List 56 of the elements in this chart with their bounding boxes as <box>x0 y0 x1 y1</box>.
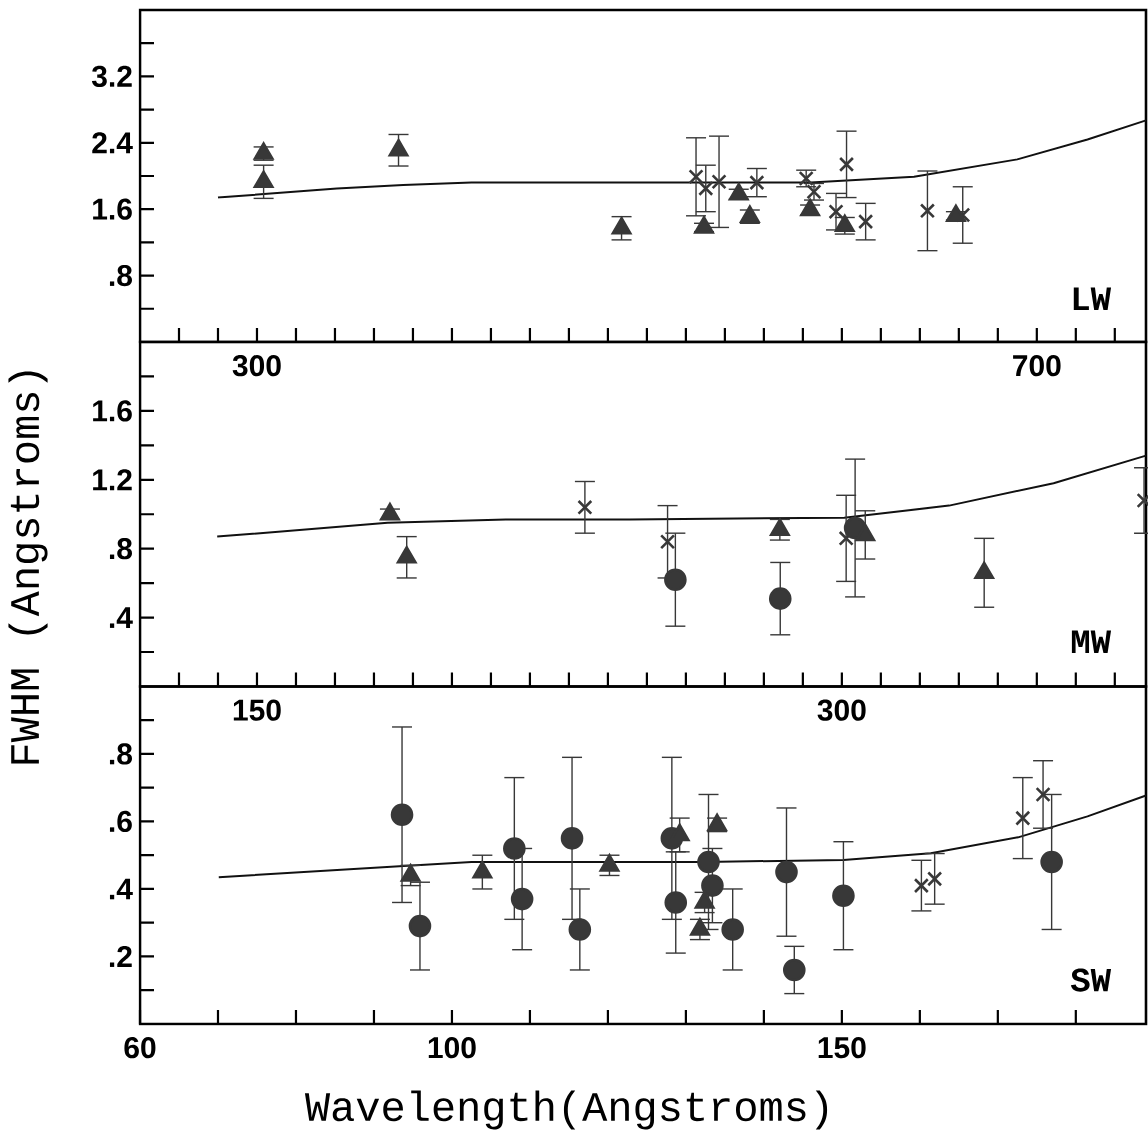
y-tick-label: 1.6 <box>93 198 132 220</box>
x-tick-label: 60 <box>124 1037 156 1059</box>
point <box>749 174 765 191</box>
point <box>1015 810 1031 826</box>
x-tick-label: 300 <box>232 355 281 377</box>
point <box>828 204 844 220</box>
y-tick-label: .2 <box>109 946 132 967</box>
y-tick-label: .8 <box>109 743 133 765</box>
x-tick-label: 100 <box>428 1037 476 1059</box>
y-tick-label: 3.2 <box>91 65 132 88</box>
point <box>701 874 724 897</box>
point <box>739 205 760 223</box>
point <box>1035 786 1051 803</box>
y-tick-label: 1.6 <box>93 400 132 422</box>
point <box>945 204 966 223</box>
point <box>510 887 534 911</box>
annotation: SW <box>1070 968 1112 992</box>
point <box>838 156 855 173</box>
line-series <box>216 454 1147 538</box>
annotation: LW <box>1073 287 1112 311</box>
x-tick-label: 150 <box>818 1037 866 1059</box>
point <box>775 860 798 884</box>
point <box>503 837 526 860</box>
point <box>919 203 936 219</box>
point <box>688 169 704 185</box>
point <box>721 918 744 941</box>
y-tick-label: .6 <box>109 810 132 833</box>
point <box>253 170 274 189</box>
y-tick-label: .4 <box>109 607 133 628</box>
point <box>711 174 727 190</box>
y-tick-label: .8 <box>109 538 132 560</box>
point <box>1040 850 1063 874</box>
y-tick-label: .4 <box>109 878 133 900</box>
point <box>800 198 821 217</box>
point <box>698 180 714 197</box>
y-axis-title: FWHM (Angstroms) <box>8 371 48 764</box>
point <box>832 884 855 908</box>
point <box>782 958 806 982</box>
y-tick-label: 2.4 <box>92 132 133 154</box>
point <box>560 827 584 850</box>
point <box>694 216 714 234</box>
point <box>857 213 874 230</box>
x-tick-label: 700 <box>1013 355 1061 377</box>
point <box>664 891 688 914</box>
y-tick-label: 1.2 <box>93 469 132 491</box>
y-tick-label: .8 <box>109 264 133 287</box>
point <box>390 803 414 827</box>
point <box>408 914 432 938</box>
point <box>927 871 943 887</box>
point <box>697 850 720 874</box>
point <box>568 918 592 941</box>
x-tick-label: 150 <box>233 699 281 721</box>
annotation: MW <box>1071 630 1112 653</box>
x-tick-label: 300 <box>817 699 866 721</box>
x-axis-title: Wavelength(Angstroms) <box>304 1090 828 1130</box>
point <box>913 877 930 894</box>
